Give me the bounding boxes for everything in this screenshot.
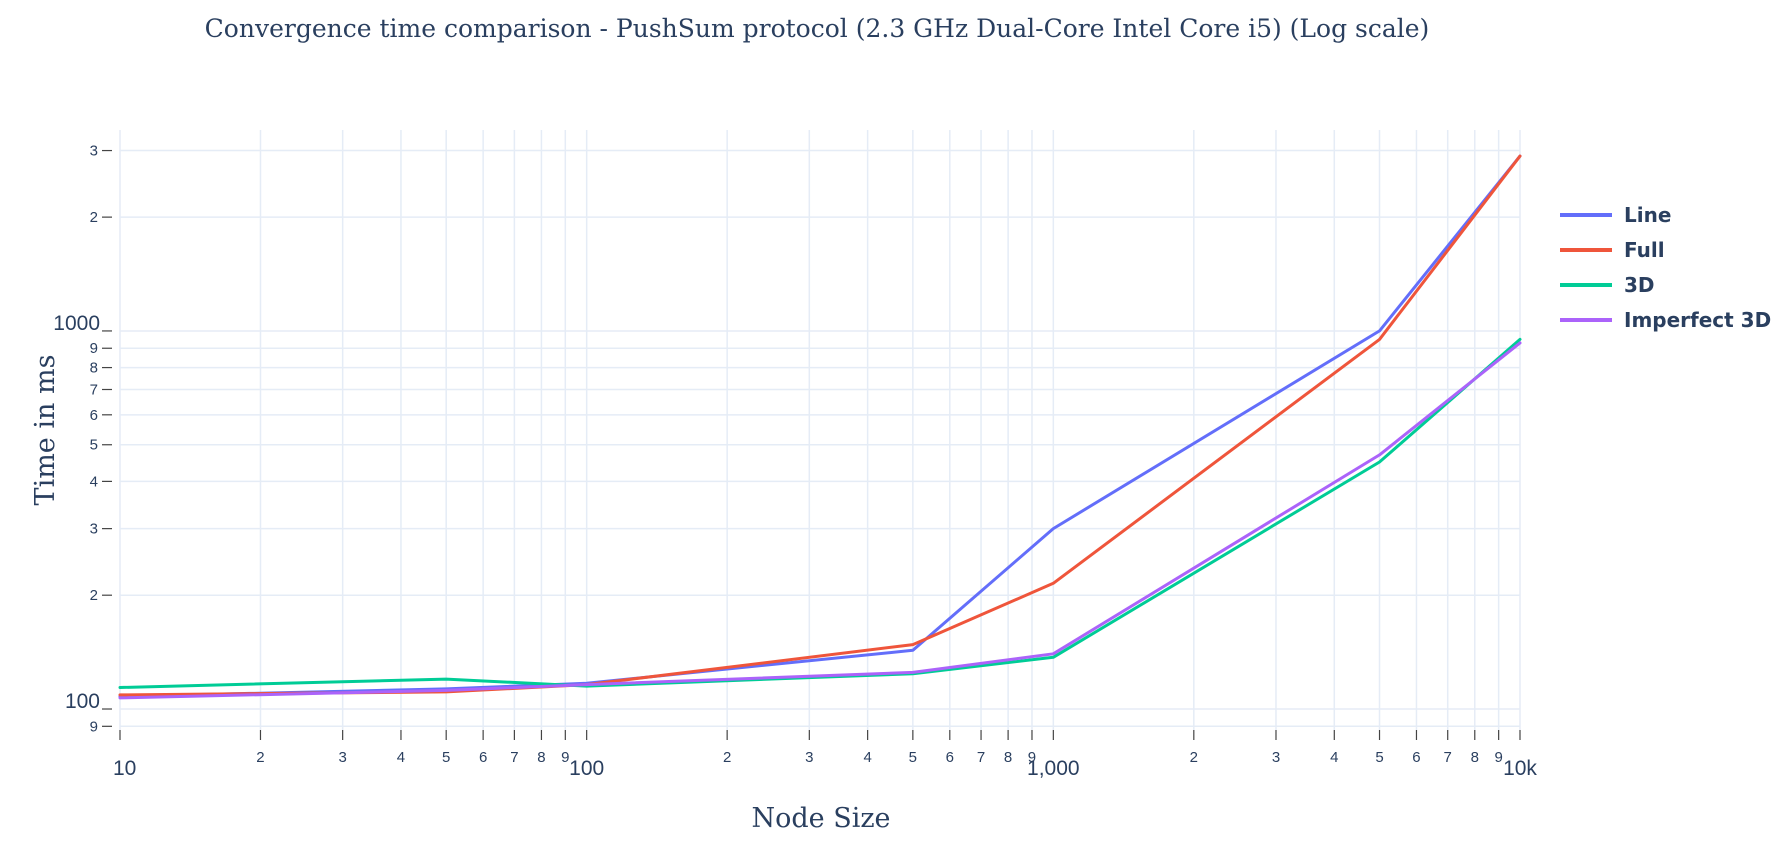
x-tick-label-minor: 3: [338, 749, 346, 766]
series-line-full: [118, 154, 1522, 697]
x-tick-label-minor: 9: [1028, 749, 1036, 766]
x-tick-label-minor: 8: [1471, 749, 1479, 766]
y-tick-label-minor: 3: [90, 521, 98, 538]
x-tick-label: 10: [113, 757, 136, 780]
grid-layer: [119, 130, 1521, 730]
x-tick-label-minor: 2: [1190, 749, 1198, 766]
x-tick-label-minor: 5: [442, 749, 450, 766]
x-axis-title: Node Size: [751, 803, 890, 834]
x-tick-label-minor: 6: [479, 749, 487, 766]
x-tick-label-minor: 6: [1412, 749, 1420, 766]
y-tick-label: 1000: [53, 312, 100, 335]
x-tick-label-minor: 4: [1330, 749, 1338, 766]
y-tick-label-minor: 4: [90, 473, 98, 490]
x-tick-label-minor: 3: [1272, 749, 1280, 766]
series-layer: [118, 154, 1522, 700]
x-tick-label-minor: 8: [537, 749, 545, 766]
x-tick-label-minor: 7: [977, 749, 985, 766]
y-tick-label-minor: 2: [90, 209, 98, 226]
x-tick-label-minor: 9: [1494, 749, 1502, 766]
legend-label: 3D: [1624, 273, 1655, 297]
y-tick-label-minor: 3: [90, 143, 98, 160]
series-line-imperfect-3d: [118, 341, 1522, 700]
x-tick-label-minor: 5: [909, 749, 917, 766]
x-tick-label-minor: 7: [1444, 749, 1452, 766]
legend: Line Full 3D Imperfect 3D: [1560, 203, 1771, 332]
x-tick-label-minor: 4: [397, 749, 405, 766]
x-tick-label-minor: 7: [510, 749, 518, 766]
x-tick-label-minor: 6: [946, 749, 954, 766]
y-tick-label-minor: 7: [90, 382, 98, 399]
x-tick-label-minor: 4: [863, 749, 871, 766]
y-axis-title: Time in ms: [30, 355, 61, 506]
x-tick-label-minor: 2: [723, 749, 731, 766]
y-tick-label-minor: 2: [90, 587, 98, 604]
x-tick-label-minor: 3: [805, 749, 813, 766]
series-line-line: [118, 154, 1522, 698]
x-tick-label-minor: 2: [256, 749, 264, 766]
y-tick-label-minor: 6: [90, 407, 98, 424]
y-tick-label-minor: 9: [90, 718, 98, 735]
y-tick-label-minor: 5: [90, 437, 98, 454]
y-tick-label-minor: 9: [90, 340, 98, 357]
legend-label: Full: [1624, 238, 1665, 262]
x-tick-label-minor: 8: [1004, 749, 1012, 766]
x-tick-label-minor: 9: [561, 749, 569, 766]
legend-label: Line: [1624, 203, 1671, 227]
x-tick-label: 100: [569, 757, 604, 780]
y-tick-label: 100: [65, 690, 100, 713]
legend-label: Imperfect 3D: [1624, 308, 1771, 332]
x-tick-label: 10k: [1503, 757, 1537, 780]
chart-title: Convergence time comparison - PushSum pr…: [205, 14, 1430, 43]
axes-layer: 10 2 3 4 5 6 7 8 9 100 2 3 4 5 6 7 8 91,000 2 3 4 5 6 7 8 9 10k100…: [53, 143, 1537, 780]
x-tick-label: 1,000: [1027, 757, 1080, 780]
x-tick-label-minor: 5: [1375, 749, 1383, 766]
y-tick-label-minor: 8: [90, 360, 98, 377]
